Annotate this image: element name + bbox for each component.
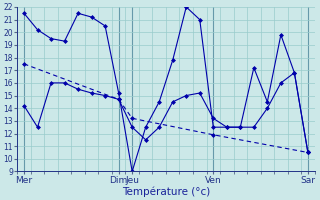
- X-axis label: Température (°c): Température (°c): [122, 186, 210, 197]
